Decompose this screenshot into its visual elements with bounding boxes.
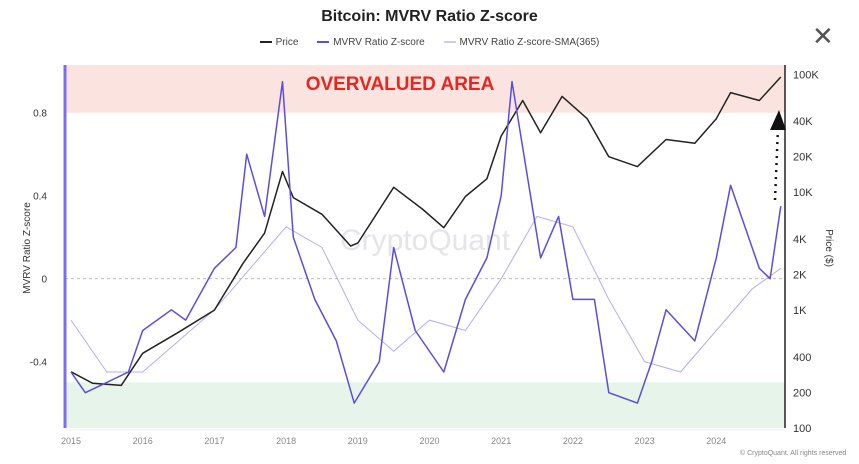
y-tick-label: 0.8 — [33, 109, 47, 120]
y2-tick-label: 2K — [793, 270, 807, 282]
x-tick-label: 2023 — [635, 436, 655, 446]
legend: Price MVRV Ratio Z-score MVRV Ratio Z-sc… — [0, 37, 859, 48]
overvalued-band — [65, 65, 785, 113]
y2-axis-label: Price ($) — [823, 229, 834, 267]
y2-tick-label: 400 — [793, 352, 811, 364]
x-tick-label: 2020 — [419, 436, 439, 446]
legend-item-price[interactable]: Price — [259, 37, 299, 48]
undervalued-band — [65, 382, 785, 428]
x-tick-label: 2021 — [491, 436, 511, 446]
x-tick-label: 2015 — [61, 436, 81, 446]
series-line-sma — [70, 215, 782, 373]
y2-tick-label: 1K — [793, 305, 807, 317]
credit: © CryptoQuant. All rights reserved — [740, 450, 847, 457]
y2-tick-label: 200 — [793, 388, 811, 400]
y-tick-label: 0 — [41, 275, 47, 286]
legend-label: MVRV Ratio Z-score — [333, 37, 425, 48]
y2-tick-label: 4K — [793, 234, 807, 246]
legend-swatch — [317, 41, 330, 44]
x-tick-label: 2017 — [204, 436, 224, 446]
x-tick-label: 2019 — [348, 436, 368, 446]
legend-swatch — [259, 41, 272, 44]
x-tick-label: 2018 — [276, 436, 296, 446]
close-icon[interactable]: ✕ — [812, 21, 834, 51]
legend-swatch — [443, 41, 456, 44]
y-axis-label: MVRV Ratio Z-score — [22, 202, 33, 294]
watermark: CryptoQuant — [340, 224, 511, 257]
legend-label: MVRV Ratio Z-score-SMA(365) — [459, 37, 600, 48]
legend-label: Price — [275, 37, 299, 48]
series-line-price — [70, 76, 782, 387]
x-tick-label: 2022 — [563, 436, 583, 446]
y2-tick-label: 40K — [793, 116, 813, 128]
overvalued-annotation: OVERVALUED AREA — [306, 74, 495, 95]
y2-tick-label: 100K — [793, 69, 819, 81]
dotted-arrow — [770, 110, 786, 201]
series-line-zscore — [70, 80, 782, 404]
y2-tick-label: 20K — [793, 152, 813, 164]
x-tick-label: 2024 — [706, 436, 726, 446]
y-tick-label: 0.4 — [33, 192, 47, 203]
y-tick-label: -0.4 — [30, 358, 48, 369]
y2-tick-label: 10K — [793, 187, 813, 199]
x-tick-label: 2016 — [133, 436, 153, 446]
y2-tick-label: 100 — [793, 423, 811, 435]
legend-item-zscore[interactable]: MVRV Ratio Z-score — [317, 37, 425, 48]
legend-item-sma[interactable]: MVRV Ratio Z-score-SMA(365) — [443, 37, 600, 48]
chart-title: Bitcoin: MVRV Ratio Z-score — [321, 8, 538, 25]
